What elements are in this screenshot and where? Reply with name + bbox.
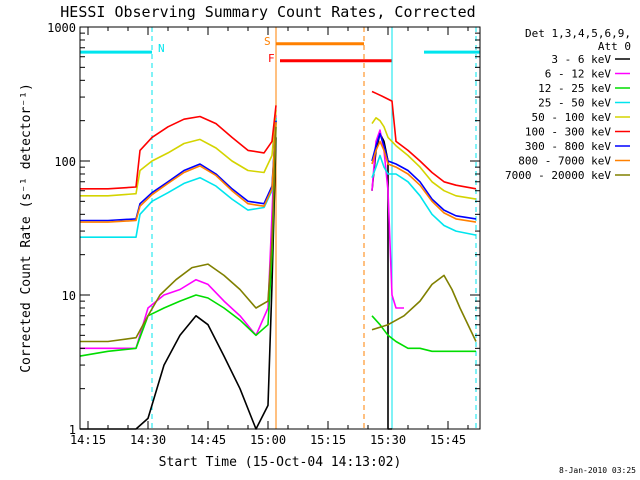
series-line-25-50kev (80, 117, 477, 238)
series-line-12-25kev (79, 120, 476, 357)
legend-label: 800 - 7000 keV (518, 155, 611, 168)
x-tick-label: 15:30 (370, 433, 406, 447)
x-tick-label: 15:00 (250, 433, 286, 447)
timestamp: 8-Jan-2010 03:25 (559, 466, 636, 475)
vertical-markers (151, 27, 477, 429)
flag-label-night: N (158, 42, 165, 55)
series-line-800-7000kev (80, 122, 477, 223)
y-tick-label: 100 (54, 155, 76, 169)
flag-bars (80, 42, 480, 63)
series-line-100-300kev (80, 90, 477, 190)
flag-label-flare: F (268, 52, 275, 65)
legend-label: 25 - 50 keV (538, 97, 611, 110)
x-tick-label: 15:45 (430, 433, 466, 447)
legend-header-line-2: Att 0 (598, 40, 631, 53)
x-tick-label: 14:45 (190, 433, 226, 447)
chart-title: HESSI Observing Summary Count Rates, Cor… (60, 3, 475, 21)
legend-label: 6 - 12 keV (545, 68, 612, 81)
y-tick-label: 1 (69, 423, 76, 437)
x-tick-label: 14:15 (70, 433, 106, 447)
series-line-50-100kev (80, 110, 477, 200)
legend-label: 300 - 800 keV (525, 140, 611, 153)
legend-label: 50 - 100 keV (532, 111, 612, 124)
x-tick-label: 14:30 (130, 433, 166, 447)
legend-label: 100 - 300 keV (525, 126, 611, 139)
y-axis-label: Corrected Count Rate (s⁻¹ detector⁻¹) (19, 83, 34, 373)
x-tick-label: 15:15 (310, 433, 346, 447)
legend-label: 12 - 25 keV (538, 82, 611, 95)
y-tick-label: 1000 (47, 21, 76, 35)
y-tick-label: 10 (62, 289, 76, 303)
legend-label: 3 - 6 keV (551, 53, 611, 66)
plot-frame (79, 26, 481, 430)
x-axis-label: Start Time (15-Oct-04 14:13:02) (159, 455, 402, 470)
flag-label-saa: S (264, 35, 271, 48)
legend-header-line-1: Det 1,3,4,5,6,9, (525, 27, 631, 40)
series-line-7000-20000kev (80, 126, 477, 343)
axis-ticks: 14:15 14:30 14:45 15:00 15:15 15:30 15:45 1 10 10… (47, 21, 480, 447)
legend-label: 7000 - 20000 keV (505, 169, 611, 182)
